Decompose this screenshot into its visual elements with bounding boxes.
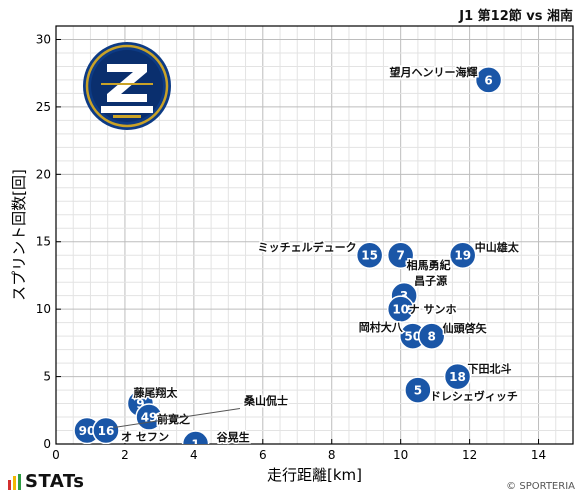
data-points: 61571931050818594990161 bbox=[73, 66, 503, 452]
x-tick-label: 8 bbox=[328, 448, 336, 462]
data-point-marker bbox=[417, 322, 446, 350]
data-point-number: 49 bbox=[141, 411, 158, 425]
x-tick-label: 12 bbox=[462, 448, 477, 462]
data-point-name-label: 望月ヘンリー海輝 bbox=[390, 65, 478, 79]
chart-header-title: J1 第12節 vs 湘南 bbox=[459, 9, 573, 24]
grid-lines bbox=[55, 25, 574, 445]
data-point-marker bbox=[355, 241, 384, 269]
data-point-number: 16 bbox=[98, 424, 115, 438]
data-point-name-label: ドレシェヴィッチ bbox=[430, 389, 518, 403]
club-crest-icon bbox=[83, 42, 171, 130]
copyright-text: © SPORTERIA bbox=[506, 481, 575, 492]
data-point-name-label: 桑山侃士 bbox=[243, 394, 288, 408]
y-tick-label: 20 bbox=[36, 167, 51, 181]
data-point-name-label: 藤尾翔太 bbox=[133, 386, 178, 400]
data-point-name-label: 中山雄太 bbox=[475, 240, 520, 254]
data-point-name-label: ミッチェルデューク bbox=[258, 240, 357, 254]
data-point-marker bbox=[386, 241, 415, 269]
data-point-name-label: 下田北斗 bbox=[468, 362, 512, 376]
data-point-name-label: 仙頭啓矢 bbox=[443, 321, 488, 335]
data-point-number: 15 bbox=[361, 249, 378, 263]
axes: 0 2 4 6 8 10 12 14051015202530走行距離[km]スプリント回数[回… bbox=[10, 25, 574, 484]
data-point-name-label: ナ サンホ bbox=[409, 303, 457, 316]
data-point-number: 8 bbox=[428, 330, 436, 344]
y-tick-label: 5 bbox=[43, 370, 51, 384]
y-tick-label: 30 bbox=[36, 32, 51, 46]
data-point-number: 9 bbox=[136, 397, 144, 411]
data-point-number: 19 bbox=[454, 249, 471, 263]
x-tick-label: 14 bbox=[531, 448, 546, 462]
x-axis-label: 走行距離[km] bbox=[267, 466, 362, 484]
data-point-marker bbox=[386, 295, 415, 323]
data-point-name-label: 谷晃生 bbox=[217, 430, 250, 444]
x-tick-label: 4 bbox=[190, 448, 198, 462]
y-axis-label: スプリント回数[回] bbox=[10, 169, 28, 301]
data-point-marker bbox=[181, 430, 210, 444]
data-point-number: 10 bbox=[392, 303, 409, 317]
data-point-marker bbox=[443, 362, 472, 391]
data-point-marker bbox=[474, 66, 503, 94]
x-tick-label: 0 bbox=[52, 448, 60, 462]
data-point-number: 1 bbox=[191, 438, 199, 452]
data-point-name-label: 岡村大八 bbox=[359, 320, 404, 334]
data-point-number: 5 bbox=[414, 384, 422, 398]
data-point-marker bbox=[404, 376, 432, 404]
x-tick-label: 10 bbox=[393, 448, 408, 462]
data-point-number: 6 bbox=[484, 73, 492, 87]
stats-brand: STATs bbox=[8, 471, 84, 492]
data-point-marker bbox=[92, 416, 120, 444]
data-point-name-label: 昌子源 bbox=[414, 274, 447, 288]
y-tick-label: 25 bbox=[36, 100, 51, 114]
data-point-number: 90 bbox=[79, 424, 96, 438]
data-point-number: 7 bbox=[396, 249, 404, 263]
data-point-name-label: 相馬勇紀 bbox=[407, 258, 451, 272]
x-tick-label: 2 bbox=[121, 448, 129, 462]
data-point-number: 50 bbox=[404, 330, 421, 344]
plot-frame bbox=[55, 25, 574, 445]
x-tick-label: 6 bbox=[259, 448, 267, 462]
y-tick-label: 15 bbox=[36, 235, 51, 249]
y-tick-label: 10 bbox=[36, 302, 51, 316]
stats-logo-icon bbox=[8, 473, 21, 490]
y-tick-label: 0 bbox=[43, 437, 51, 451]
stats-brand-text: STATs bbox=[25, 471, 85, 492]
label-leader-line bbox=[113, 408, 241, 429]
data-point-marker bbox=[448, 241, 477, 269]
data-point-name-label: オ セフン bbox=[121, 431, 169, 444]
data-point-number: 18 bbox=[449, 370, 466, 384]
